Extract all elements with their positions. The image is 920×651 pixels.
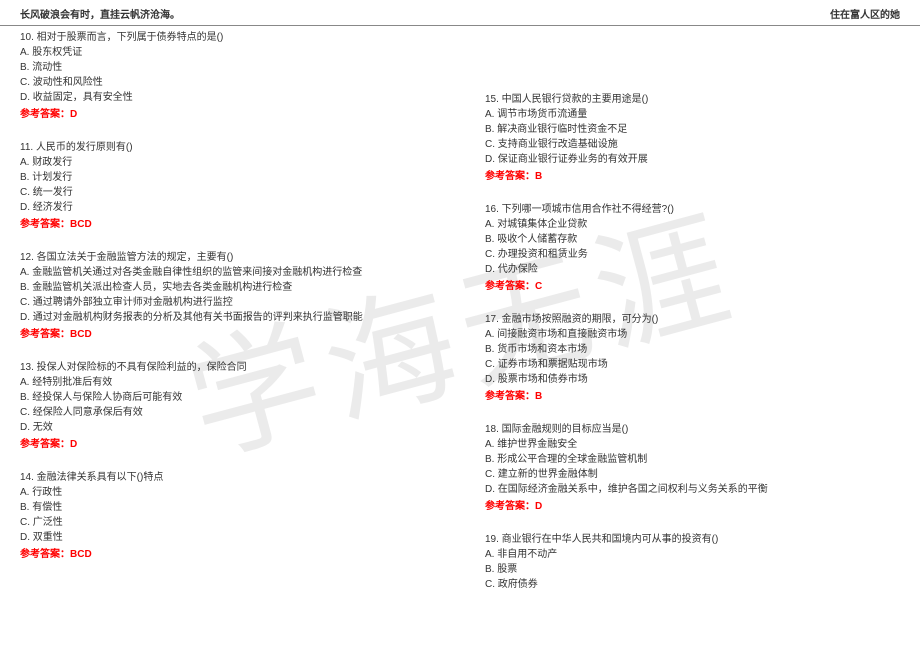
- question-text: 19. 商业银行在中华人民共和国境内可从事的投资有(): [485, 532, 900, 547]
- question-text: 13. 投保人对保险标的不具有保险利益的，保险合同: [20, 360, 435, 375]
- question-option: B. 计划发行: [20, 170, 435, 185]
- question-block: 13. 投保人对保险标的不具有保险利益的，保险合同A. 经特别批准后有效B. 经…: [20, 360, 435, 452]
- question-option: C. 办理投资和租赁业务: [485, 247, 900, 262]
- question-block: 19. 商业银行在中华人民共和国境内可从事的投资有()A. 非自用不动产B. 股…: [485, 532, 900, 592]
- question-text: 14. 金融法律关系具有以下()特点: [20, 470, 435, 485]
- header-right: 住在富人区的她: [830, 6, 900, 21]
- question-block: 17. 金融市场按照融资的期限，可分为()A. 间接融资市场和直接融资市场B. …: [485, 312, 900, 404]
- question-option: C. 政府债券: [485, 577, 900, 592]
- question-option: A. 经特别批准后有效: [20, 375, 435, 390]
- question-option: B. 形成公平合理的全球金融监管机制: [485, 452, 900, 467]
- answer-text: 参考答案：BCD: [20, 217, 435, 232]
- question-option: A. 非自用不动产: [485, 547, 900, 562]
- question-option: D. 代办保险: [485, 262, 900, 277]
- question-block: 16. 下列哪一项城市信用合作社不得经营?()A. 对城镇集体企业贷款B. 吸收…: [485, 202, 900, 294]
- question-option: A. 股东权凭证: [20, 45, 435, 60]
- question-option: B. 吸收个人储蓄存款: [485, 232, 900, 247]
- left-column: 10. 相对于股票而言，下列属于债券特点的是()A. 股东权凭证B. 流动性C.…: [20, 30, 435, 610]
- question-option: A. 间接融资市场和直接融资市场: [485, 327, 900, 342]
- right-column: 15. 中国人民银行贷款的主要用途是()A. 调节市场货币流通量B. 解决商业银…: [485, 30, 900, 610]
- question-text: 12. 各国立法关于金融监管方法的规定，主要有(): [20, 250, 435, 265]
- question-option: B. 金融监管机关派出检查人员，实地去各类金融机构进行检查: [20, 280, 435, 295]
- answer-text: 参考答案：C: [485, 279, 900, 294]
- question-option: D. 通过对金融机构财务报表的分析及其他有关书面报告的评判来执行监管职能: [20, 310, 435, 325]
- question-option: C. 广泛性: [20, 515, 435, 530]
- question-option: D. 在国际经济金融关系中，维护各国之间权利与义务关系的平衡: [485, 482, 900, 497]
- question-option: D. 经济发行: [20, 200, 435, 215]
- answer-text: 参考答案：D: [20, 437, 435, 452]
- question-option: C. 经保险人同意承保后有效: [20, 405, 435, 420]
- question-block: 14. 金融法律关系具有以下()特点A. 行政性B. 有偿性C. 广泛性D. 双…: [20, 470, 435, 562]
- question-option: A. 维护世界金融安全: [485, 437, 900, 452]
- question-text: 11. 人民币的发行原则有(): [20, 140, 435, 155]
- question-option: B. 解决商业银行临时性资金不足: [485, 122, 900, 137]
- question-option: B. 有偿性: [20, 500, 435, 515]
- question-option: A. 财政发行: [20, 155, 435, 170]
- question-option: D. 双重性: [20, 530, 435, 545]
- question-text: 15. 中国人民银行贷款的主要用途是(): [485, 92, 900, 107]
- question-text: 16. 下列哪一项城市信用合作社不得经营?(): [485, 202, 900, 217]
- question-option: D. 保证商业银行证券业务的有效开展: [485, 152, 900, 167]
- question-block: 11. 人民币的发行原则有()A. 财政发行B. 计划发行C. 统一发行D. 经…: [20, 140, 435, 232]
- question-text: 10. 相对于股票而言，下列属于债券特点的是(): [20, 30, 435, 45]
- question-text: 17. 金融市场按照融资的期限，可分为(): [485, 312, 900, 327]
- question-option: A. 调节市场货币流通量: [485, 107, 900, 122]
- question-option: D. 股票市场和债券市场: [485, 372, 900, 387]
- question-block: 12. 各国立法关于金融监管方法的规定，主要有()A. 金融监管机关通过对各类金…: [20, 250, 435, 342]
- question-option: A. 对城镇集体企业贷款: [485, 217, 900, 232]
- right-spacer: [485, 30, 900, 92]
- question-option: A. 行政性: [20, 485, 435, 500]
- content-area: 10. 相对于股票而言，下列属于债券特点的是()A. 股东权凭证B. 流动性C.…: [0, 26, 920, 610]
- question-option: C. 建立新的世界金融体制: [485, 467, 900, 482]
- answer-text: 参考答案：D: [20, 107, 435, 122]
- page-header: 长风破浪会有时，直挂云帆济沧海。 住在富人区的她: [0, 0, 920, 26]
- question-block: 15. 中国人民银行贷款的主要用途是()A. 调节市场货币流通量B. 解决商业银…: [485, 92, 900, 184]
- question-block: 18. 国际金融规则的目标应当是()A. 维护世界金融安全B. 形成公平合理的全…: [485, 422, 900, 514]
- question-option: D. 无效: [20, 420, 435, 435]
- question-option: C. 统一发行: [20, 185, 435, 200]
- question-option: C. 证券市场和票据贴现市场: [485, 357, 900, 372]
- question-option: C. 支持商业银行改造基础设施: [485, 137, 900, 152]
- answer-text: 参考答案：B: [485, 169, 900, 184]
- question-option: B. 股票: [485, 562, 900, 577]
- question-text: 18. 国际金融规则的目标应当是(): [485, 422, 900, 437]
- question-option: B. 货币市场和资本市场: [485, 342, 900, 357]
- answer-text: 参考答案：D: [485, 499, 900, 514]
- question-option: D. 收益固定，具有安全性: [20, 90, 435, 105]
- answer-text: 参考答案：BCD: [20, 327, 435, 342]
- answer-text: 参考答案：B: [485, 389, 900, 404]
- question-block: 10. 相对于股票而言，下列属于债券特点的是()A. 股东权凭证B. 流动性C.…: [20, 30, 435, 122]
- question-option: A. 金融监管机关通过对各类金融自律性组织的监管来间接对金融机构进行检查: [20, 265, 435, 280]
- question-option: C. 通过聘请外部独立审计师对金融机构进行监控: [20, 295, 435, 310]
- answer-text: 参考答案：BCD: [20, 547, 435, 562]
- question-option: C. 波动性和风险性: [20, 75, 435, 90]
- question-option: B. 经投保人与保险人协商后可能有效: [20, 390, 435, 405]
- question-option: B. 流动性: [20, 60, 435, 75]
- header-left: 长风破浪会有时，直挂云帆济沧海。: [20, 6, 180, 21]
